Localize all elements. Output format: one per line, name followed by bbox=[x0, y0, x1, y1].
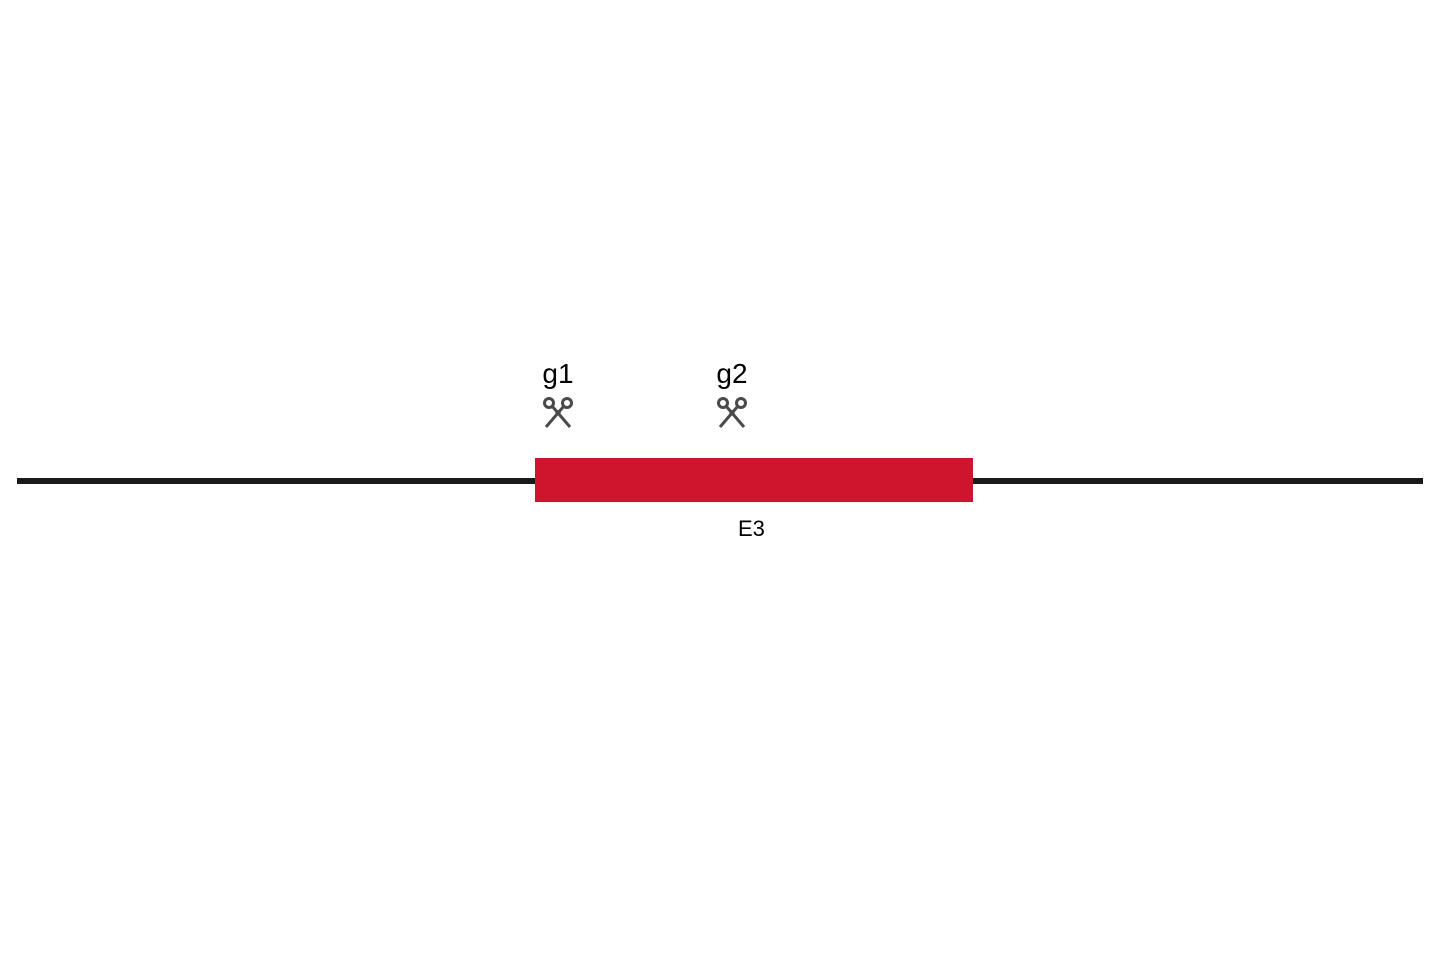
scissors-icon bbox=[540, 394, 576, 430]
exon-label: E3 bbox=[738, 516, 765, 542]
scissors-icon bbox=[714, 394, 750, 430]
gene-line-left bbox=[17, 478, 535, 484]
gene-diagram: E3 g1 g2 bbox=[0, 0, 1440, 960]
cut-site-g1-label: g1 bbox=[542, 358, 573, 390]
gene-line-right bbox=[973, 478, 1423, 484]
exon-box bbox=[535, 458, 973, 502]
cut-site-g2-label: g2 bbox=[716, 358, 747, 390]
cut-site-g1: g1 bbox=[540, 358, 576, 430]
cut-site-g2: g2 bbox=[714, 358, 750, 430]
